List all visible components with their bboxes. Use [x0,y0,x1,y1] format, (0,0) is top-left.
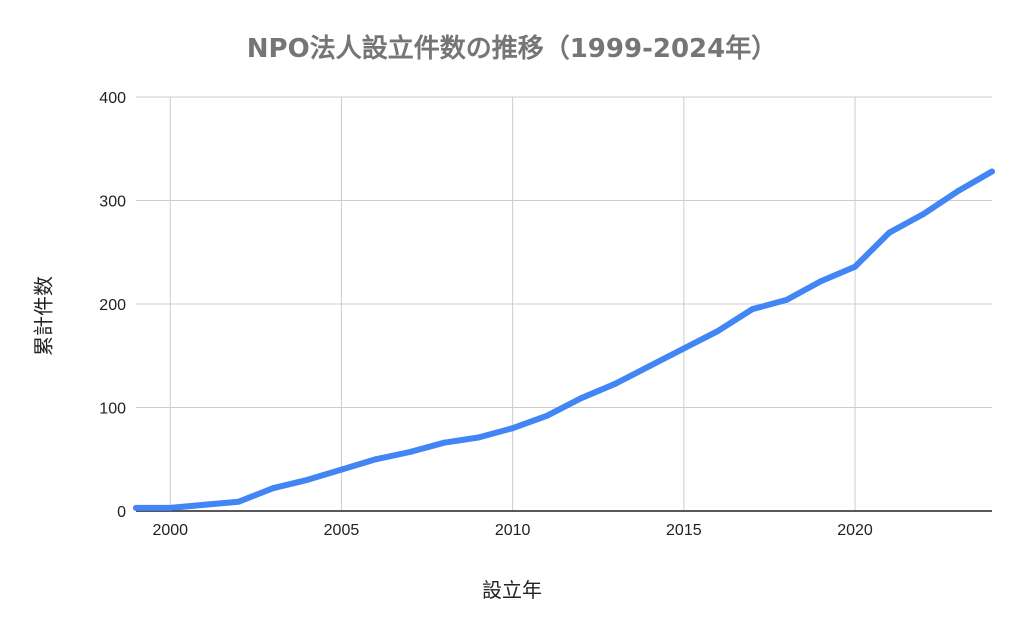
data-point [235,498,242,505]
data-point [338,466,345,473]
data-point [543,412,550,419]
data-point [886,229,893,236]
data-point [817,278,824,285]
data-point [269,485,276,492]
data-point [372,456,379,463]
data-point [406,449,413,456]
data-point [920,210,927,217]
x-tick-label: 2000 [152,522,188,539]
x-axis-label: 設立年 [482,578,542,602]
data-point [133,504,139,511]
data-point [646,363,653,370]
x-tick-label: 2020 [837,522,873,539]
grid-layer [136,96,992,512]
y-tick-label: 0 [117,504,126,521]
data-point [749,306,756,313]
data-point [509,425,516,432]
x-tick-label: 2010 [495,522,531,539]
series-line [133,168,995,511]
data-point [715,327,722,334]
data-point [441,439,448,446]
tick-label-layer: 0 100 200 300 400 2000 2005 2010 2015 2020 [99,90,873,539]
y-tick-label: 200 [99,297,126,314]
data-point [680,345,687,352]
data-point [989,168,995,175]
data-point [475,434,482,441]
y-tick-label: 100 [99,401,126,418]
x-tick-label: 2005 [324,522,360,539]
x-tick-label: 2015 [666,522,702,539]
y-tick-label: 400 [99,90,126,107]
data-point [304,476,311,483]
data-point [852,263,859,270]
data-point [783,296,790,303]
chart-title: NPO法人設立件数の推移（1999-2024年） [246,34,778,64]
data-point [201,501,208,508]
y-tick-label: 300 [99,194,126,211]
data-point [167,504,174,511]
data-point [578,395,585,402]
data-point [612,380,619,387]
series-layer [133,168,995,511]
data-point [954,188,961,195]
